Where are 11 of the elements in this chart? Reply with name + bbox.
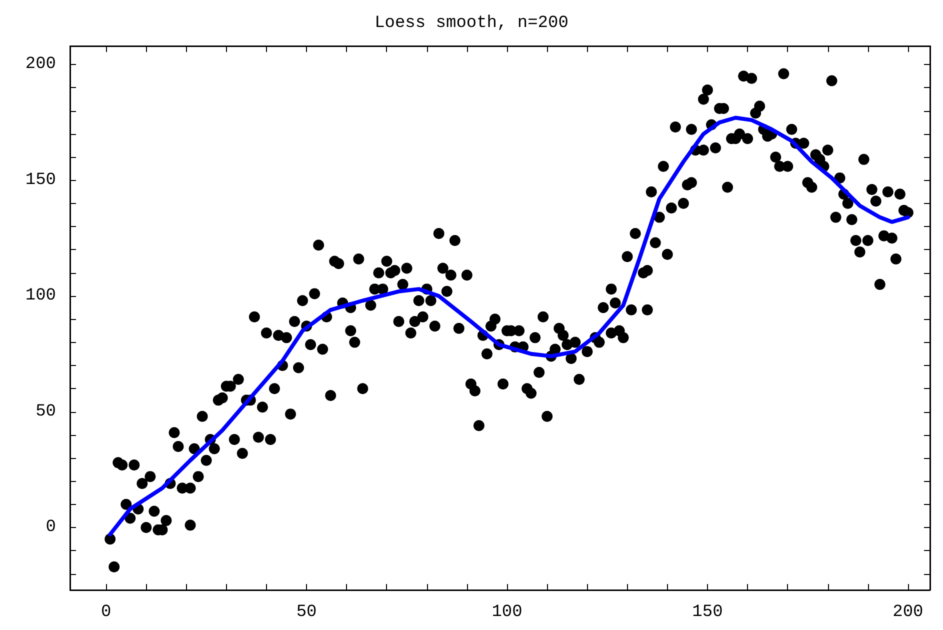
y-tick-label: 200: [25, 55, 56, 74]
x-tick-label: 100: [492, 603, 522, 622]
y-tick-label: 150: [25, 170, 56, 190]
x-tick-label: 0: [100, 603, 112, 622]
chart-title: Loess smooth, n=200: [374, 14, 568, 33]
y-tick-label: 0: [46, 518, 56, 537]
x-tick-label: 200: [892, 603, 924, 622]
x-tick-label: 150: [692, 603, 723, 622]
x-tick-label: 50: [296, 603, 317, 622]
y-tick-label: 50: [36, 402, 56, 422]
y-tick-label: 100: [25, 286, 56, 306]
